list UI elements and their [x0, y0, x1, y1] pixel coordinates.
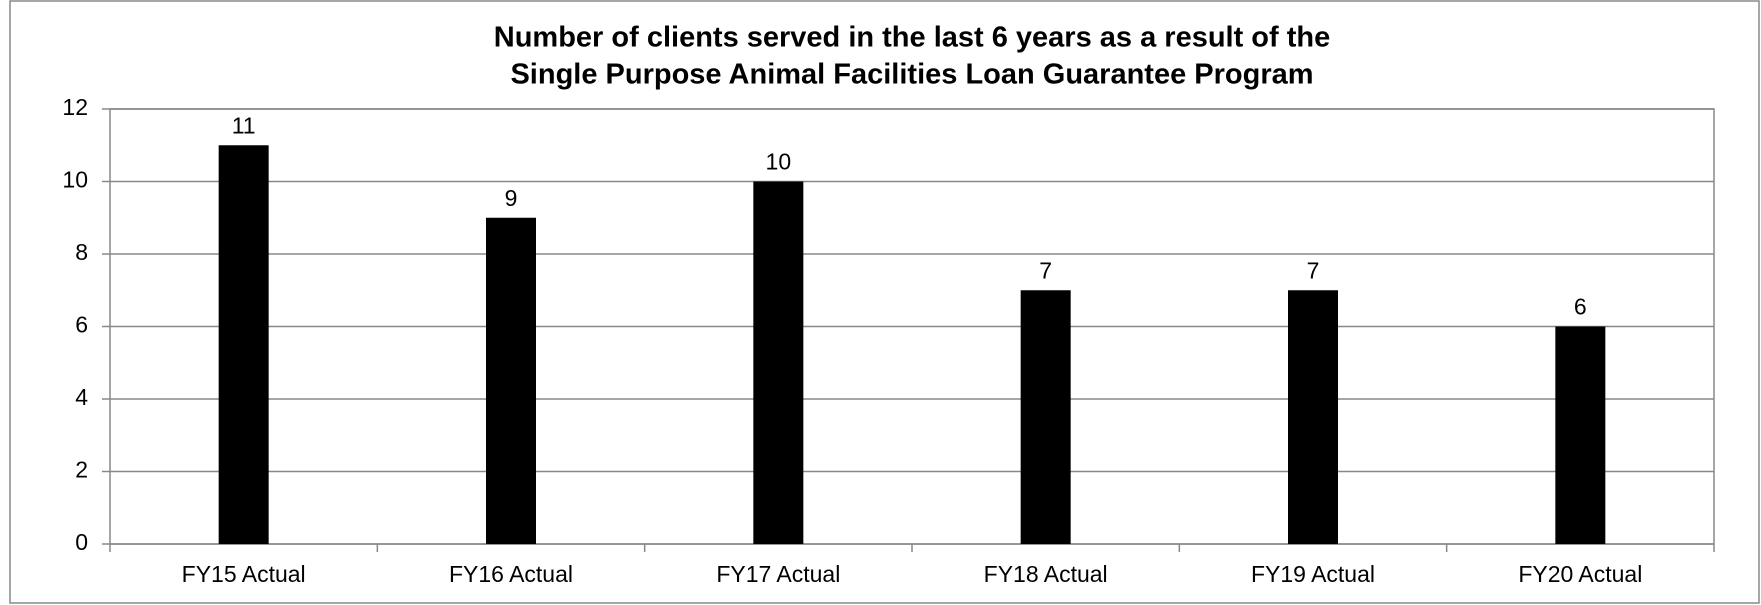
x-tick-label: FY15 Actual: [182, 561, 306, 587]
y-tick-label: 0: [75, 529, 88, 555]
bar: [753, 181, 804, 544]
data-label: 11: [232, 112, 256, 138]
y-tick-label: 8: [75, 239, 88, 265]
bar: [218, 145, 269, 544]
x-tick-label: FY16 Actual: [449, 561, 573, 587]
data-label: 7: [1307, 257, 1320, 283]
bar: [1020, 290, 1071, 544]
bar: [486, 217, 536, 544]
chart-title: Single Purpose Animal Facilities Loan Gu…: [510, 59, 1313, 91]
chart-title: Number of clients served in the last 6 y…: [494, 22, 1330, 54]
x-tick-label: FY20 Actual: [1518, 561, 1642, 587]
data-label: 10: [766, 149, 792, 175]
x-tick-label: FY17 Actual: [716, 561, 840, 587]
y-tick-label: 10: [62, 167, 88, 193]
bar: [1555, 326, 1606, 544]
data-label: 9: [505, 185, 518, 211]
x-tick-label: FY19 Actual: [1251, 561, 1375, 587]
data-label: 6: [1574, 294, 1587, 320]
y-tick-label: 6: [75, 312, 88, 338]
y-tick-label: 2: [75, 457, 88, 483]
y-tick-label: 4: [75, 384, 88, 410]
x-tick-label: FY18 Actual: [984, 561, 1108, 587]
y-tick-label: 12: [62, 94, 88, 120]
data-label: 7: [1039, 257, 1052, 283]
chart-border: [9, 0, 1760, 604]
bar: [1288, 290, 1338, 544]
